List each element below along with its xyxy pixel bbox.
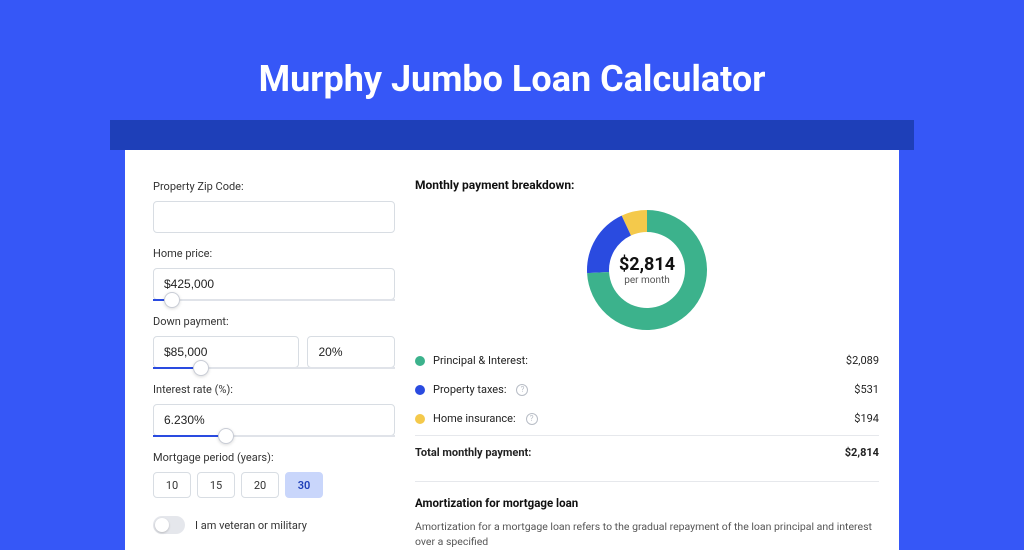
interest-rate-slider[interactable]	[153, 435, 395, 437]
slider-thumb[interactable]	[193, 360, 209, 376]
legend-dot	[415, 356, 425, 366]
breakdown-label: Property taxes:	[433, 383, 506, 396]
slider-thumb[interactable]	[164, 292, 180, 308]
donut-amount: $2,814	[619, 254, 675, 275]
legend-dot	[415, 414, 425, 424]
total-amount: $2,814	[845, 446, 879, 459]
breakdown-amount: $531	[854, 383, 879, 396]
period-option-20[interactable]: 20	[241, 472, 279, 498]
donut-chart: $2,814 per month	[585, 208, 709, 332]
breakdown-label: Principal & Interest:	[433, 354, 528, 367]
zip-input[interactable]	[153, 201, 395, 233]
mortgage-period-label: Mortgage period (years):	[153, 451, 395, 464]
page-title: Murphy Jumbo Loan Calculator	[0, 0, 1024, 120]
down-payment-slider[interactable]	[153, 367, 395, 369]
calculator-card: Property Zip Code: Home price: Down paym…	[125, 150, 899, 550]
toggle-knob	[155, 518, 169, 532]
form-panel: Property Zip Code: Home price: Down paym…	[153, 178, 395, 550]
veteran-label: I am veteran or military	[195, 519, 307, 532]
veteran-toggle[interactable]	[153, 516, 185, 534]
down-payment-pct-input[interactable]	[307, 336, 395, 368]
interest-rate-input[interactable]	[153, 404, 395, 436]
breakdown-label: Home insurance:	[433, 412, 516, 425]
breakdown-title: Monthly payment breakdown:	[415, 178, 879, 192]
interest-rate-label: Interest rate (%):	[153, 383, 395, 396]
legend-dot	[415, 385, 425, 395]
amortization-text: Amortization for a mortgage loan refers …	[415, 520, 879, 549]
period-option-30[interactable]: 30	[285, 472, 323, 498]
breakdown-row: Principal & Interest: $2,089	[415, 346, 879, 375]
info-icon[interactable]: ?	[516, 384, 528, 396]
breakdown-amount: $194	[854, 412, 879, 425]
amortization-title: Amortization for mortgage loan	[415, 496, 879, 510]
breakdown-row: Property taxes:? $531	[415, 375, 879, 404]
home-price-slider[interactable]	[153, 299, 395, 301]
breakdown-panel: Monthly payment breakdown: $2,814 per mo…	[395, 178, 879, 550]
slider-thumb[interactable]	[218, 428, 234, 444]
total-label: Total monthly payment:	[415, 446, 531, 459]
total-row: Total monthly payment: $2,814	[415, 435, 879, 467]
zip-label: Property Zip Code:	[153, 180, 395, 193]
period-option-15[interactable]: 15	[197, 472, 235, 498]
down-payment-label: Down payment:	[153, 315, 395, 328]
amortization-section: Amortization for mortgage loan Amortizat…	[415, 481, 879, 549]
home-price-label: Home price:	[153, 247, 395, 260]
donut-sub: per month	[624, 275, 670, 286]
header-bar	[110, 120, 914, 150]
breakdown-amount: $2,089	[846, 354, 879, 367]
breakdown-row: Home insurance:? $194	[415, 404, 879, 433]
home-price-input[interactable]	[153, 268, 395, 300]
info-icon[interactable]: ?	[526, 413, 538, 425]
down-payment-input[interactable]	[153, 336, 299, 368]
mortgage-period-options: 10152030	[153, 472, 395, 498]
period-option-10[interactable]: 10	[153, 472, 191, 498]
